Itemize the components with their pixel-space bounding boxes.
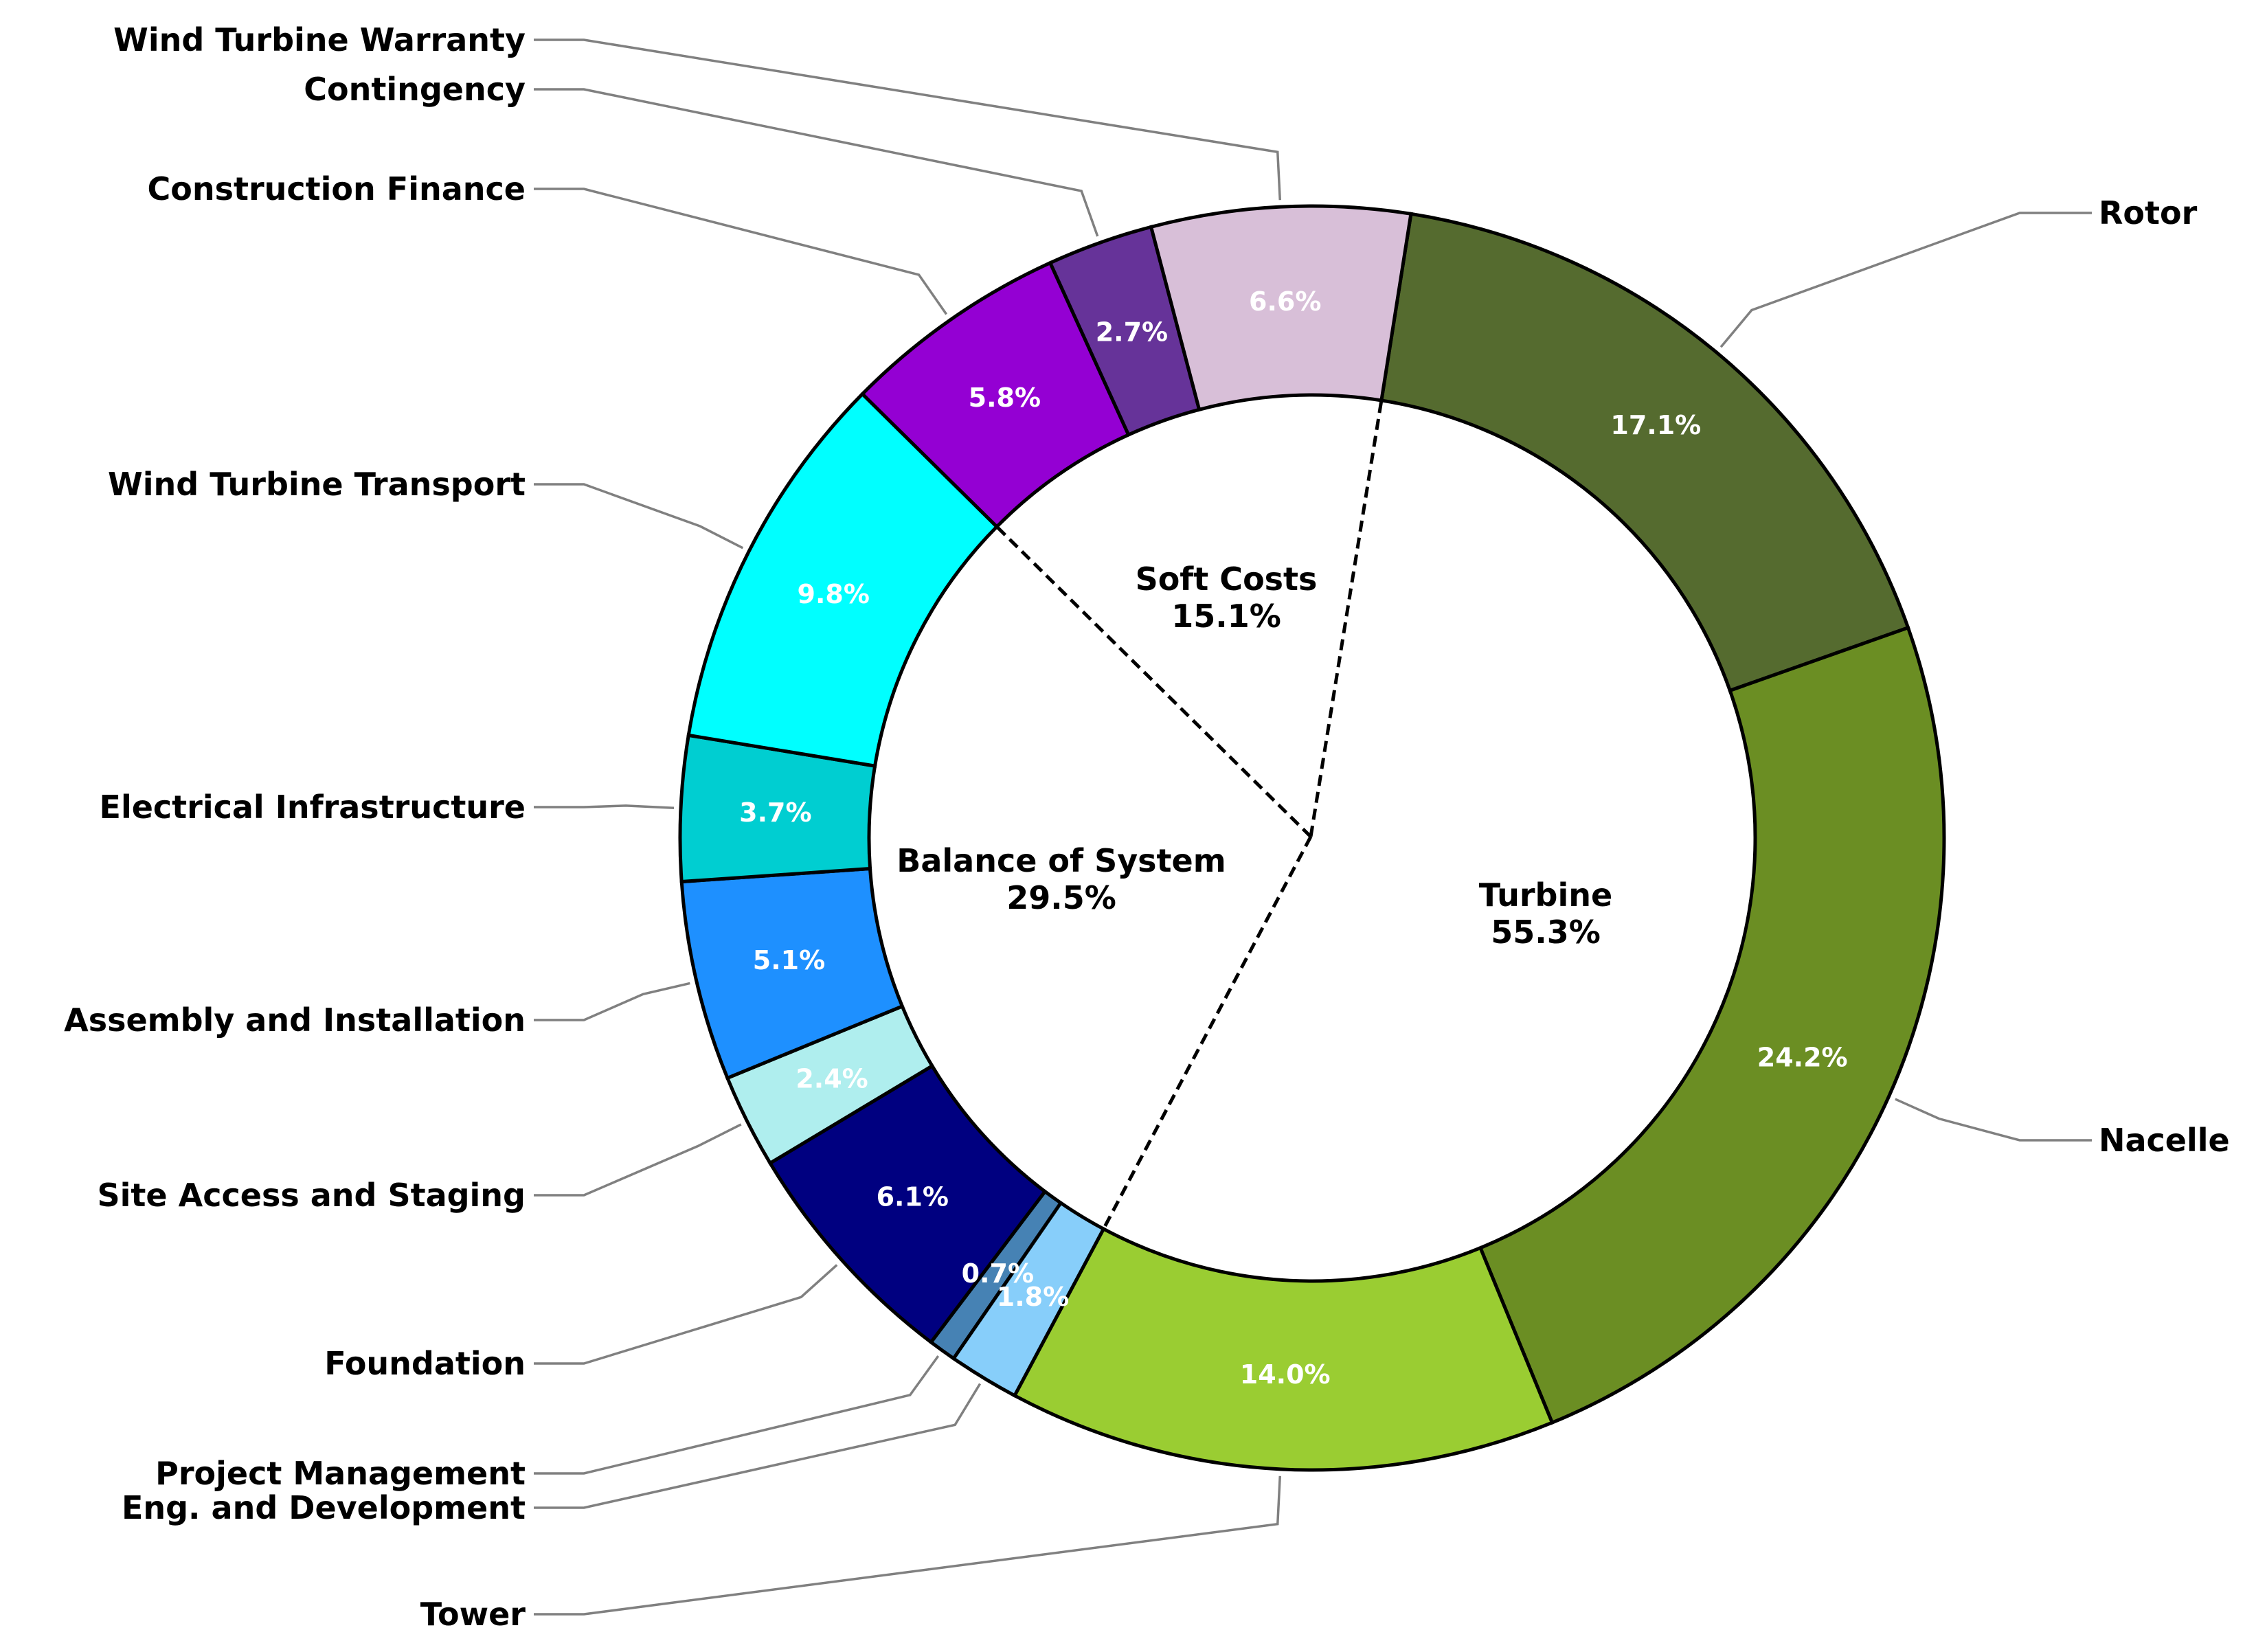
category-label-rotor: Rotor	[2099, 194, 2198, 231]
pct-label-rotor: 17.1%	[1610, 410, 1701, 440]
leader-line-project-management	[534, 1355, 940, 1475]
percent-label-layer: 17.1% 24.2% 14.0% 1.8%0.7% 6.1% 2.4% 5.1% 3.7% 9…	[739, 286, 1847, 1390]
leader-line-layer	[534, 38, 2092, 1616]
pct-label-wind-turbine-transport: 9.8%	[798, 579, 870, 609]
pct-label-foundation: 6.1%	[877, 1182, 949, 1212]
pct-label-project-management: 0.7%	[962, 1258, 1034, 1289]
group-divider-layer	[995, 400, 1384, 1230]
category-label-tower: Tower	[420, 1596, 526, 1633]
pct-label-wind-turbine-warranty: 6.6%	[1249, 286, 1321, 317]
leader-line-electrical-infrastructure	[534, 804, 675, 809]
pct-label-assembly-and-installation: 5.1%	[753, 945, 825, 975]
leader-line-assembly-and-installation	[534, 982, 690, 1021]
category-label-foundation: Foundation	[324, 1345, 526, 1382]
category-label-site-access-and-staging: Site Access and Staging	[98, 1177, 526, 1214]
category-label-project-management: Project Management	[155, 1455, 526, 1492]
pct-label-eng-and-development: 1.8%	[997, 1282, 1069, 1312]
category-label-construction-finance: Construction Finance	[148, 170, 526, 207]
pct-label-construction-finance: 5.8%	[969, 383, 1041, 413]
pct-label-contingency: 2.7%	[1096, 317, 1168, 347]
category-label-wind-turbine-warranty: Wind Turbine Warranty	[113, 21, 526, 58]
wedge-wind-turbine-warranty	[1149, 204, 1413, 412]
leader-line-rotor	[1719, 212, 2092, 348]
pct-label-tower: 14.0%	[1240, 1359, 1331, 1390]
wedge-layer	[678, 204, 1946, 1472]
leader-line-wind-turbine-transport	[534, 483, 744, 550]
category-label-wind-turbine-transport: Wind Turbine Transport	[108, 466, 526, 503]
group-label-turbine: Turbine	[1479, 876, 1612, 914]
leader-line-site-access-and-staging	[534, 1123, 742, 1197]
pct-label-electrical-infrastructure: 3.7%	[739, 797, 811, 828]
pct-label-nacelle: 24.2%	[1757, 1043, 1848, 1073]
leader-line-wind-turbine-warranty	[534, 38, 1282, 201]
category-label-layer: Rotor Nacelle Tower Eng. and DevelopmentPro…	[64, 21, 2230, 1633]
group-label-balance-of-system: Balance of System	[896, 842, 1226, 879]
group-divider-1	[1102, 835, 1313, 1230]
category-label-assembly-and-installation: Assembly and Installation	[64, 1002, 526, 1039]
group-pct-soft-costs: 15.1%	[1171, 598, 1281, 635]
leader-line-construction-finance	[534, 188, 948, 315]
leader-line-contingency	[534, 88, 1099, 237]
group-label-soft-costs: Soft Costs	[1136, 561, 1318, 598]
group-pct-turbine: 55.3%	[1491, 914, 1601, 951]
wedge-nacelle	[1478, 625, 1946, 1425]
wedge-tower	[1012, 1226, 1555, 1472]
leader-line-eng-and-development	[534, 1383, 982, 1509]
category-label-contingency: Contingency	[304, 71, 526, 108]
pct-label-site-access-and-staging: 2.4%	[796, 1064, 868, 1094]
group-pct-balance-of-system: 29.5%	[1006, 879, 1116, 916]
leader-line-foundation	[534, 1264, 838, 1365]
group-divider-0	[1309, 400, 1384, 837]
leader-line-tower	[534, 1475, 1282, 1616]
group-divider-2	[995, 525, 1312, 838]
category-label-eng-and-development: Eng. and Development	[122, 1489, 526, 1526]
wedge-rotor	[1379, 212, 1910, 693]
category-label-nacelle: Nacelle	[2099, 1122, 2230, 1159]
leader-line-nacelle	[1895, 1098, 2092, 1142]
category-label-electrical-infrastructure: Electrical Infrastructure	[100, 789, 526, 826]
